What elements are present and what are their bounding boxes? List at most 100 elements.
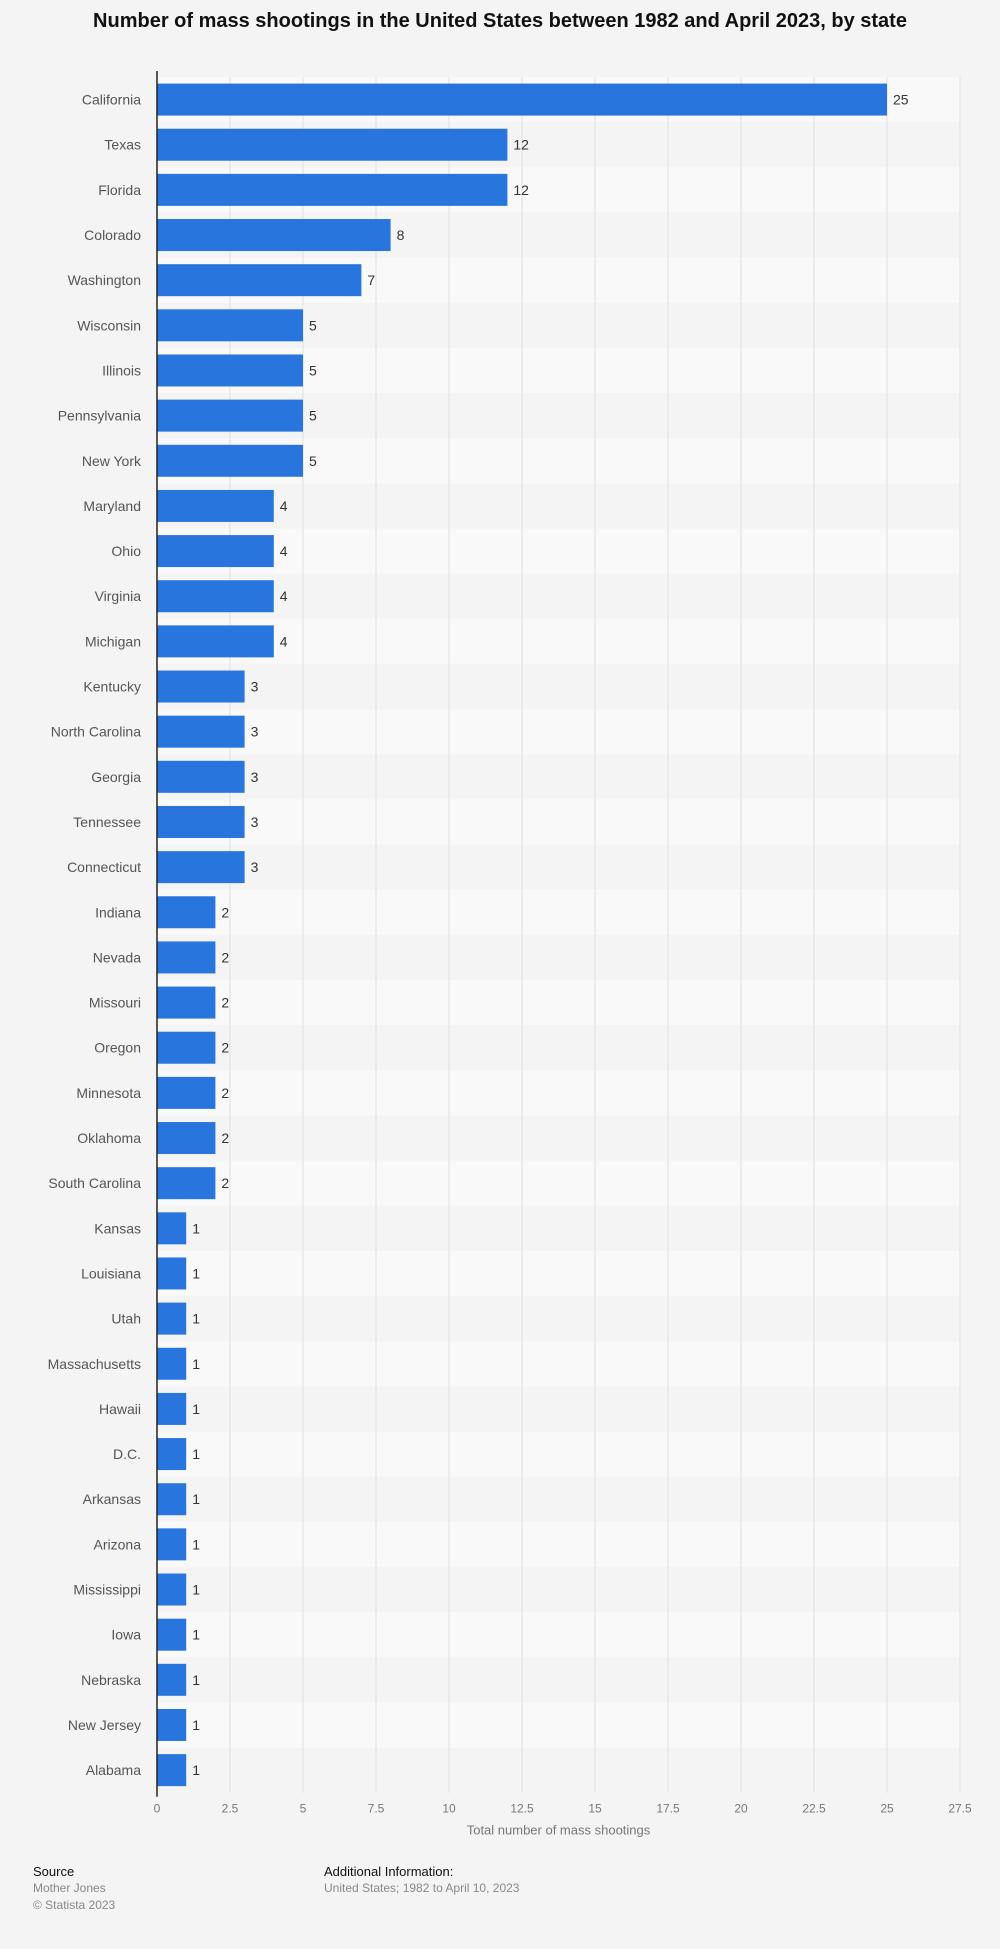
category-label: Colorado	[84, 227, 141, 243]
value-label: 1	[192, 1265, 200, 1281]
bar-nevada[interactable]	[157, 941, 216, 974]
bar-new-jersey[interactable]	[157, 1708, 187, 1741]
value-label: 2	[221, 949, 229, 965]
value-label: 3	[251, 859, 259, 875]
bar-oklahoma[interactable]	[157, 1122, 216, 1155]
category-label: Alabama	[86, 1762, 141, 1778]
bar-georgia[interactable]	[157, 760, 245, 793]
bar-connecticut[interactable]	[157, 851, 245, 884]
category-label: South Carolina	[48, 1175, 141, 1191]
bar-nebraska[interactable]	[157, 1663, 187, 1696]
bar-wisconsin[interactable]	[157, 309, 303, 342]
source-name[interactable]: Mother Jones	[33, 1881, 106, 1895]
category-label: Iowa	[111, 1627, 141, 1643]
bar-iowa[interactable]	[157, 1618, 187, 1651]
x-tick-label: 22.5	[802, 1802, 826, 1816]
copyright-text[interactable]: © Statista 2023	[33, 1898, 116, 1912]
row-stripe	[157, 1115, 960, 1161]
additional-info-section: Additional Information: United States; 1…	[324, 1863, 519, 1897]
bar-hawaii[interactable]	[157, 1392, 187, 1425]
bar-north-carolina[interactable]	[157, 715, 245, 748]
row-stripe	[157, 1747, 960, 1793]
category-label: New York	[82, 453, 142, 469]
bar-kansas[interactable]	[157, 1212, 187, 1245]
x-tick-label: 27.5	[948, 1802, 972, 1816]
x-tick-label: 7.5	[368, 1802, 385, 1816]
bar-ohio[interactable]	[157, 535, 274, 568]
value-label: 7	[367, 272, 375, 288]
value-label: 1	[192, 1220, 200, 1236]
bar-tennessee[interactable]	[157, 805, 245, 838]
bar-pennsylvania[interactable]	[157, 399, 303, 432]
x-tick-label: 17.5	[656, 1802, 680, 1816]
value-label: 2	[221, 904, 229, 920]
bar-washington[interactable]	[157, 264, 362, 297]
row-stripe	[157, 1566, 960, 1613]
value-label: 1	[192, 1582, 200, 1598]
category-label: Oregon	[94, 1040, 141, 1056]
bar-california[interactable]	[157, 83, 887, 116]
value-label: 1	[192, 1627, 200, 1643]
bar-south-carolina[interactable]	[157, 1167, 216, 1200]
value-label: 1	[192, 1446, 200, 1462]
row-stripe	[157, 663, 960, 710]
category-label: Florida	[98, 182, 141, 198]
value-label: 4	[280, 543, 288, 559]
category-label: Arkansas	[83, 1491, 141, 1507]
row-stripe	[157, 573, 960, 619]
additional-info-text: United States; 1982 to April 10, 2023	[324, 1881, 520, 1895]
value-label: 12	[513, 182, 529, 198]
value-label: 3	[251, 814, 259, 830]
value-label: 4	[280, 588, 288, 604]
category-label: Missouri	[89, 995, 141, 1011]
category-label: Minnesota	[76, 1085, 141, 1101]
x-tick-label: 10	[442, 1802, 456, 1816]
bar-chart: 25California12Texas12Florida8Colorado7Wa…	[48, 71, 972, 1838]
category-label: Texas	[104, 137, 141, 153]
value-label: 2	[221, 995, 229, 1011]
value-label: 3	[251, 769, 259, 785]
source-heading: Source	[33, 1864, 75, 1879]
category-label: Hawaii	[99, 1401, 141, 1417]
bar-virginia[interactable]	[157, 580, 274, 613]
bar-d-c[interactable]	[157, 1438, 187, 1471]
bar-new-york[interactable]	[157, 444, 303, 477]
chart-title: Number of mass shootings in the United S…	[93, 10, 907, 32]
bar-oregon[interactable]	[157, 1031, 216, 1064]
value-label: 2	[221, 1040, 229, 1056]
bar-michigan[interactable]	[157, 625, 274, 658]
value-label: 2	[221, 1085, 229, 1101]
bar-massachusetts[interactable]	[157, 1347, 187, 1380]
bar-arizona[interactable]	[157, 1528, 187, 1561]
value-label: 1	[192, 1491, 200, 1507]
bar-indiana[interactable]	[157, 896, 216, 929]
row-stripe	[157, 844, 960, 890]
category-label: Mississippi	[73, 1582, 141, 1598]
bar-florida[interactable]	[157, 173, 508, 206]
row-stripe	[157, 483, 960, 529]
row-stripe	[157, 1476, 960, 1522]
bar-missouri[interactable]	[157, 986, 216, 1019]
bar-colorado[interactable]	[157, 219, 391, 252]
bar-louisiana[interactable]	[157, 1257, 187, 1290]
row-stripe	[157, 1025, 960, 1071]
category-label: Michigan	[85, 633, 141, 649]
value-label: 1	[192, 1762, 200, 1778]
category-label: Oklahoma	[77, 1130, 141, 1146]
row-stripe	[157, 934, 960, 980]
bar-alabama[interactable]	[157, 1754, 187, 1787]
bar-mississippi[interactable]	[157, 1573, 187, 1606]
value-label: 25	[893, 92, 909, 108]
bar-illinois[interactable]	[157, 354, 303, 387]
bar-maryland[interactable]	[157, 489, 274, 522]
bar-utah[interactable]	[157, 1302, 187, 1335]
value-label: 4	[280, 498, 288, 514]
x-tick-label: 5	[300, 1802, 307, 1816]
bar-arkansas[interactable]	[157, 1483, 187, 1516]
bar-texas[interactable]	[157, 128, 508, 161]
category-label: Georgia	[91, 769, 141, 785]
bar-kentucky[interactable]	[157, 670, 245, 703]
bar-minnesota[interactable]	[157, 1076, 216, 1109]
x-tick-label: 20	[734, 1802, 748, 1816]
additional-info-heading: Additional Information:	[324, 1864, 454, 1879]
